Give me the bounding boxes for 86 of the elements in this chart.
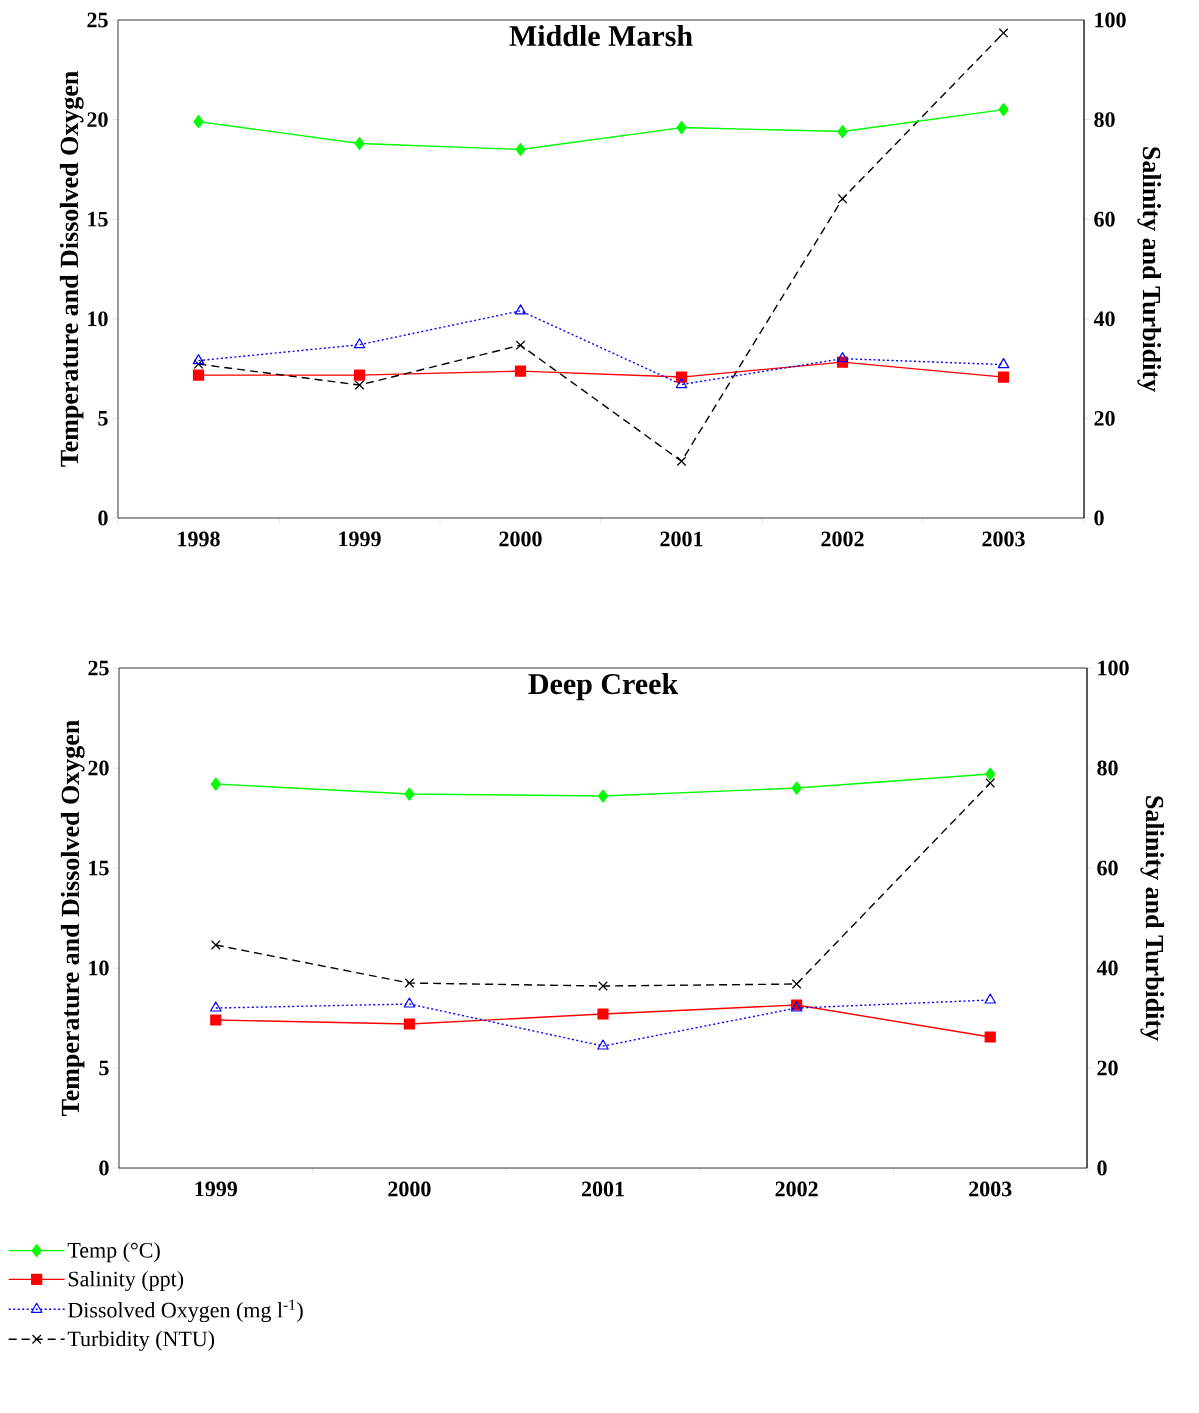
point (985, 767, 996, 781)
y2-tick-label: 0 (1097, 1160, 1107, 1176)
point (998, 28, 1009, 38)
y-axis-title: Temperature and Dissolved Oxygen (59, 71, 84, 467)
y2-tick-label: 60 (1094, 211, 1115, 227)
legend-label: Salinity (ppt) (68, 1270, 184, 1291)
point (192, 354, 205, 365)
point (597, 789, 609, 803)
y2-tick-label: 100 (1098, 660, 1129, 676)
point (515, 142, 526, 157)
point (403, 997, 416, 1008)
point (515, 340, 526, 351)
point (514, 365, 527, 377)
y2-axis-title: Salinity and Turbidity (1137, 147, 1162, 392)
point (791, 781, 802, 795)
y-tick-label: 0 (99, 1160, 109, 1176)
x-tick-label: 2002 (775, 1181, 818, 1197)
point (404, 787, 415, 801)
point (984, 993, 997, 1004)
x-tick-label: 2001 (581, 1181, 624, 1197)
point (353, 338, 366, 349)
y2-tick-label: 100 (1095, 12, 1126, 28)
point (997, 371, 1010, 383)
y-axis-title: Temperature and Dissolved Oxygen (60, 720, 85, 1116)
chart-title: Deep Creek (528, 673, 679, 701)
point (985, 778, 996, 788)
y2-tick-label: 20 (1097, 1060, 1118, 1076)
x-tick-label: 1998 (178, 531, 220, 547)
y2-tick-label: 80 (1094, 112, 1115, 128)
x-tick-label: 2001 (660, 531, 703, 547)
point (676, 120, 687, 135)
y2-tick-label: 80 (1097, 760, 1118, 776)
point (597, 1008, 609, 1020)
legend-label: Turbidity (NTU) (67, 1330, 215, 1351)
x-tick-label: 1999 (195, 1181, 238, 1197)
y-tick-label: 20 (88, 760, 109, 776)
y-tick-label: 20 (87, 112, 108, 128)
point (193, 114, 204, 129)
point (836, 352, 849, 363)
point (210, 777, 221, 791)
y-tick-label: 15 (89, 860, 109, 876)
y-tick-label: 5 (98, 411, 108, 426)
y-tick-label: 5 (99, 1060, 109, 1076)
point (210, 1014, 222, 1026)
point (998, 103, 1009, 117)
y-tick-label: 25 (87, 12, 108, 28)
point (676, 456, 687, 467)
y-tick-label: 10 (88, 311, 108, 327)
y2-tick-label: 60 (1097, 860, 1118, 876)
point (353, 369, 366, 381)
y2-axis-title: Salinity and Turbidity (1140, 796, 1165, 1041)
y-tick-label: 25 (88, 660, 109, 676)
point (837, 124, 848, 139)
y-tick-label: 0 (98, 510, 108, 526)
point (598, 981, 608, 991)
x-tick-label: 2003 (982, 531, 1025, 547)
point (837, 193, 848, 204)
point (597, 1039, 609, 1050)
y2-tick-label: 40 (1093, 311, 1115, 327)
x-tick-label: 1999 (339, 531, 381, 547)
point (210, 1001, 222, 1012)
point (791, 979, 802, 989)
y2-tick-label: 40 (1096, 960, 1118, 976)
x-tick-label: 2002 (821, 531, 864, 547)
legend-label: Temp (°C) (67, 1242, 160, 1263)
point (404, 978, 415, 988)
point (997, 358, 1010, 369)
chart-title: Middle Marsh (509, 25, 693, 47)
y2-tick-label: 20 (1094, 410, 1115, 426)
x-tick-label: 2000 (499, 531, 542, 547)
point (403, 1018, 416, 1030)
point (354, 136, 365, 151)
x-tick-label: 2003 (969, 1181, 1012, 1197)
point (984, 1031, 996, 1043)
x-tick-label: 2000 (388, 1181, 431, 1197)
y-tick-label: 15 (88, 211, 108, 227)
point (210, 940, 221, 950)
point (675, 377, 688, 389)
legend-label: Dissolved Oxygen (mg l$^{-1}$) (68, 1299, 303, 1323)
point (354, 380, 365, 390)
point (192, 369, 205, 381)
point (514, 304, 527, 315)
y2-tick-label: 0 (1094, 510, 1104, 526)
point (675, 371, 688, 383)
point (193, 359, 204, 369)
y-tick-label: 10 (89, 960, 109, 976)
